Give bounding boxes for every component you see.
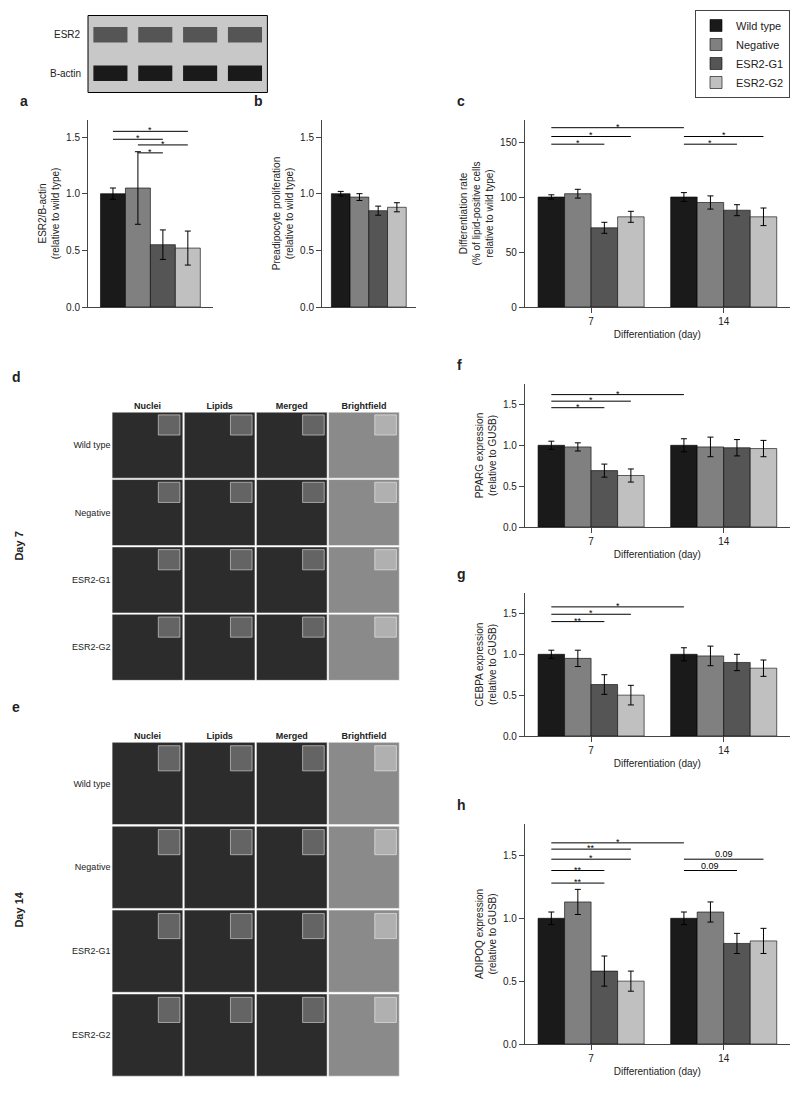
svg-text:0.09: 0.09 xyxy=(701,861,719,871)
svg-text:ESR2/B-actin(relative to wild: ESR2/B-actin(relative to wild type) xyxy=(37,168,61,260)
svg-text:1.0: 1.0 xyxy=(503,913,517,924)
svg-text:*: * xyxy=(616,837,620,847)
svg-text:*: * xyxy=(589,853,593,863)
svg-text:Day 14: Day 14 xyxy=(13,891,25,927)
svg-text:Differentiation rate(% of lipi: Differentiation rate(% of lipid-positive… xyxy=(458,162,495,266)
svg-text:1.5: 1.5 xyxy=(300,132,314,143)
svg-text:0.5: 0.5 xyxy=(503,976,517,987)
svg-text:Lipids: Lipids xyxy=(206,731,233,741)
svg-text:1.5: 1.5 xyxy=(503,399,517,410)
svg-text:*: * xyxy=(161,139,165,149)
svg-text:ESR2-G1: ESR2-G1 xyxy=(736,58,783,70)
svg-text:*: * xyxy=(616,601,620,611)
svg-text:0.0: 0.0 xyxy=(503,522,517,533)
svg-text:7: 7 xyxy=(588,536,594,547)
svg-text:b: b xyxy=(254,93,263,109)
svg-text:ESR2-G2: ESR2-G2 xyxy=(72,1030,111,1040)
svg-text:**: ** xyxy=(574,616,582,626)
svg-text:Merged: Merged xyxy=(276,731,308,741)
svg-text:0.09: 0.09 xyxy=(715,849,733,859)
svg-text:c: c xyxy=(457,93,465,109)
svg-text:*: * xyxy=(589,130,593,140)
svg-text:Differentiation (day): Differentiation (day) xyxy=(614,549,701,560)
svg-text:Differentiation (day): Differentiation (day) xyxy=(614,758,701,769)
svg-text:0.5: 0.5 xyxy=(503,690,517,701)
svg-text:7: 7 xyxy=(588,745,594,756)
svg-text:50: 50 xyxy=(506,247,518,258)
svg-text:14: 14 xyxy=(718,745,730,756)
svg-text:1.0: 1.0 xyxy=(503,440,517,451)
svg-text:0: 0 xyxy=(511,302,517,313)
svg-text:a: a xyxy=(20,93,28,109)
svg-text:Negative: Negative xyxy=(736,39,779,51)
svg-text:7: 7 xyxy=(588,316,594,327)
svg-text:ESR2-G1: ESR2-G1 xyxy=(72,575,111,585)
svg-text:Negative: Negative xyxy=(75,508,111,518)
svg-text:Wild type: Wild type xyxy=(736,20,781,32)
svg-text:Day 7: Day 7 xyxy=(13,531,25,560)
svg-text:ESR2-G1: ESR2-G1 xyxy=(72,946,111,956)
svg-text:*: * xyxy=(722,130,726,140)
svg-text:*: * xyxy=(576,402,580,412)
svg-text:ESR2-G2: ESR2-G2 xyxy=(72,642,111,652)
svg-text:*: * xyxy=(136,133,140,143)
svg-text:0.0: 0.0 xyxy=(300,302,314,313)
svg-text:*: * xyxy=(576,138,580,148)
svg-text:0.0: 0.0 xyxy=(66,302,80,313)
svg-text:*: * xyxy=(148,147,152,157)
svg-text:14: 14 xyxy=(718,316,730,327)
svg-text:*: * xyxy=(616,122,620,132)
svg-text:f: f xyxy=(457,357,462,373)
svg-text:ESR2-G2: ESR2-G2 xyxy=(736,77,783,89)
svg-text:0.5: 0.5 xyxy=(503,481,517,492)
svg-text:Lipids: Lipids xyxy=(206,401,233,411)
svg-text:Brightfield: Brightfield xyxy=(341,401,386,411)
svg-text:14: 14 xyxy=(718,1053,730,1064)
svg-text:1.5: 1.5 xyxy=(66,132,80,143)
svg-text:ESR2: ESR2 xyxy=(54,29,81,40)
svg-text:g: g xyxy=(457,566,466,582)
svg-text:7: 7 xyxy=(588,1053,594,1064)
svg-text:1.5: 1.5 xyxy=(503,850,517,861)
svg-text:d: d xyxy=(12,369,21,385)
svg-text:*: * xyxy=(589,395,593,405)
svg-text:Preadipocyte proliferation(rel: Preadipocyte proliferation(relative to w… xyxy=(271,157,295,270)
svg-text:Wild type: Wild type xyxy=(73,779,110,789)
svg-text:ADIPOQ expression(relative to: ADIPOQ expression(relative to GUSB) xyxy=(474,889,498,979)
svg-text:*: * xyxy=(589,608,593,618)
svg-text:0.0: 0.0 xyxy=(503,731,517,742)
svg-text:CEBPA expression(relative to G: CEBPA expression(relative to GUSB) xyxy=(474,623,498,707)
svg-text:Differentiation (day): Differentiation (day) xyxy=(614,1066,701,1077)
svg-text:Merged: Merged xyxy=(276,401,308,411)
svg-text:e: e xyxy=(12,699,20,715)
svg-text:**: ** xyxy=(574,877,582,887)
svg-text:*: * xyxy=(616,389,620,399)
svg-text:1.0: 1.0 xyxy=(503,649,517,660)
svg-text:*: * xyxy=(148,125,152,135)
svg-text:*: * xyxy=(708,138,712,148)
svg-text:0.5: 0.5 xyxy=(300,245,314,256)
svg-text:h: h xyxy=(457,797,466,813)
svg-text:0.0: 0.0 xyxy=(503,1039,517,1050)
svg-text:150: 150 xyxy=(500,137,517,148)
svg-text:B-actin: B-actin xyxy=(50,68,81,79)
svg-text:Nuclei: Nuclei xyxy=(134,731,161,741)
svg-text:Negative: Negative xyxy=(75,862,111,872)
svg-text:Brightfield: Brightfield xyxy=(341,731,386,741)
svg-text:Wild type: Wild type xyxy=(73,440,110,450)
svg-text:0.5: 0.5 xyxy=(66,245,80,256)
svg-text:Nuclei: Nuclei xyxy=(134,401,161,411)
svg-text:14: 14 xyxy=(718,536,730,547)
svg-text:Differentiation (day): Differentiation (day) xyxy=(614,329,701,340)
svg-text:PPARG expression(relative to G: PPARG expression(relative to GUSB) xyxy=(474,413,498,498)
svg-text:**: ** xyxy=(574,865,582,875)
svg-text:1.0: 1.0 xyxy=(300,188,314,199)
svg-text:**: ** xyxy=(587,843,595,853)
svg-text:100: 100 xyxy=(500,192,517,203)
svg-text:1.5: 1.5 xyxy=(503,608,517,619)
svg-text:1.0: 1.0 xyxy=(66,188,80,199)
